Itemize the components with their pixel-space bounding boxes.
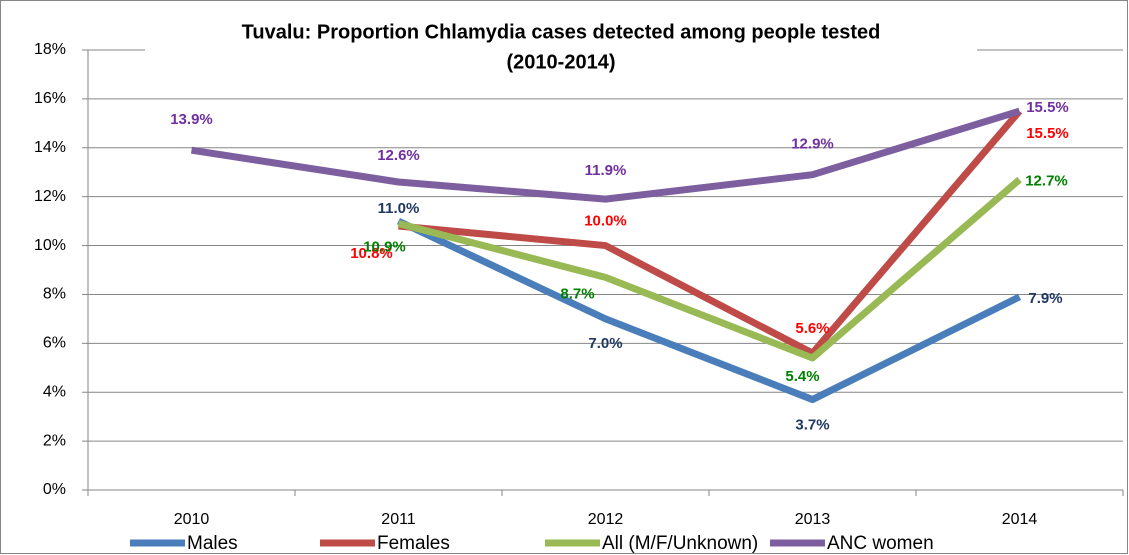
data-label: 7.0% bbox=[588, 335, 622, 352]
y-tick-label: 8% bbox=[43, 286, 66, 303]
data-label: 11.0% bbox=[378, 200, 420, 217]
legend-label: All (M/F/Unknown) bbox=[602, 533, 758, 554]
legend-label: ANC women bbox=[827, 533, 934, 554]
series-line bbox=[398, 108, 1023, 357]
y-tick-label: 10% bbox=[34, 237, 66, 254]
chart-title: Tuvalu: Proportion Chlamydia cases detec… bbox=[242, 21, 881, 43]
x-tick-label: 2013 bbox=[795, 511, 831, 528]
data-label: 12.9% bbox=[791, 136, 834, 153]
data-label: 10.9% bbox=[363, 239, 406, 256]
data-label: 5.4% bbox=[785, 368, 819, 385]
y-tick-label: 18% bbox=[34, 41, 66, 58]
y-tick-label: 2% bbox=[43, 432, 66, 449]
data-label: 15.5% bbox=[1026, 99, 1069, 116]
series-line bbox=[397, 217, 1022, 404]
x-tick-label: 2012 bbox=[588, 511, 624, 528]
series-line bbox=[397, 176, 1022, 362]
data-label: 3.7% bbox=[795, 417, 829, 434]
y-tick-label: 16% bbox=[34, 90, 66, 107]
legend-label: Males bbox=[187, 533, 238, 554]
y-tick-label: 0% bbox=[43, 481, 66, 498]
series-line bbox=[190, 107, 1021, 203]
legend-label: Females bbox=[377, 533, 450, 554]
x-tick-label: 2014 bbox=[1002, 511, 1038, 528]
x-tick-label: 2010 bbox=[174, 511, 210, 528]
data-label: 11.9% bbox=[585, 162, 627, 179]
y-tick-label: 6% bbox=[43, 335, 66, 352]
chart-title: (2010-2014) bbox=[507, 51, 616, 73]
y-tick-label: 12% bbox=[34, 188, 66, 205]
y-tick-label: 14% bbox=[34, 139, 66, 156]
data-label: 15.5% bbox=[1026, 125, 1069, 142]
data-label: 12.7% bbox=[1025, 173, 1068, 190]
data-label: 10.0% bbox=[584, 213, 627, 230]
x-tick-label: 2011 bbox=[381, 511, 416, 528]
data-label: 8.7% bbox=[560, 285, 594, 302]
data-label: 7.9% bbox=[1028, 290, 1062, 307]
data-label: 13.9% bbox=[170, 111, 213, 128]
y-tick-label: 4% bbox=[43, 383, 66, 400]
data-label: 5.6% bbox=[795, 320, 829, 337]
data-label: 12.6% bbox=[377, 147, 420, 164]
title-background bbox=[145, 14, 977, 80]
data-label: 10.8% bbox=[350, 245, 393, 262]
